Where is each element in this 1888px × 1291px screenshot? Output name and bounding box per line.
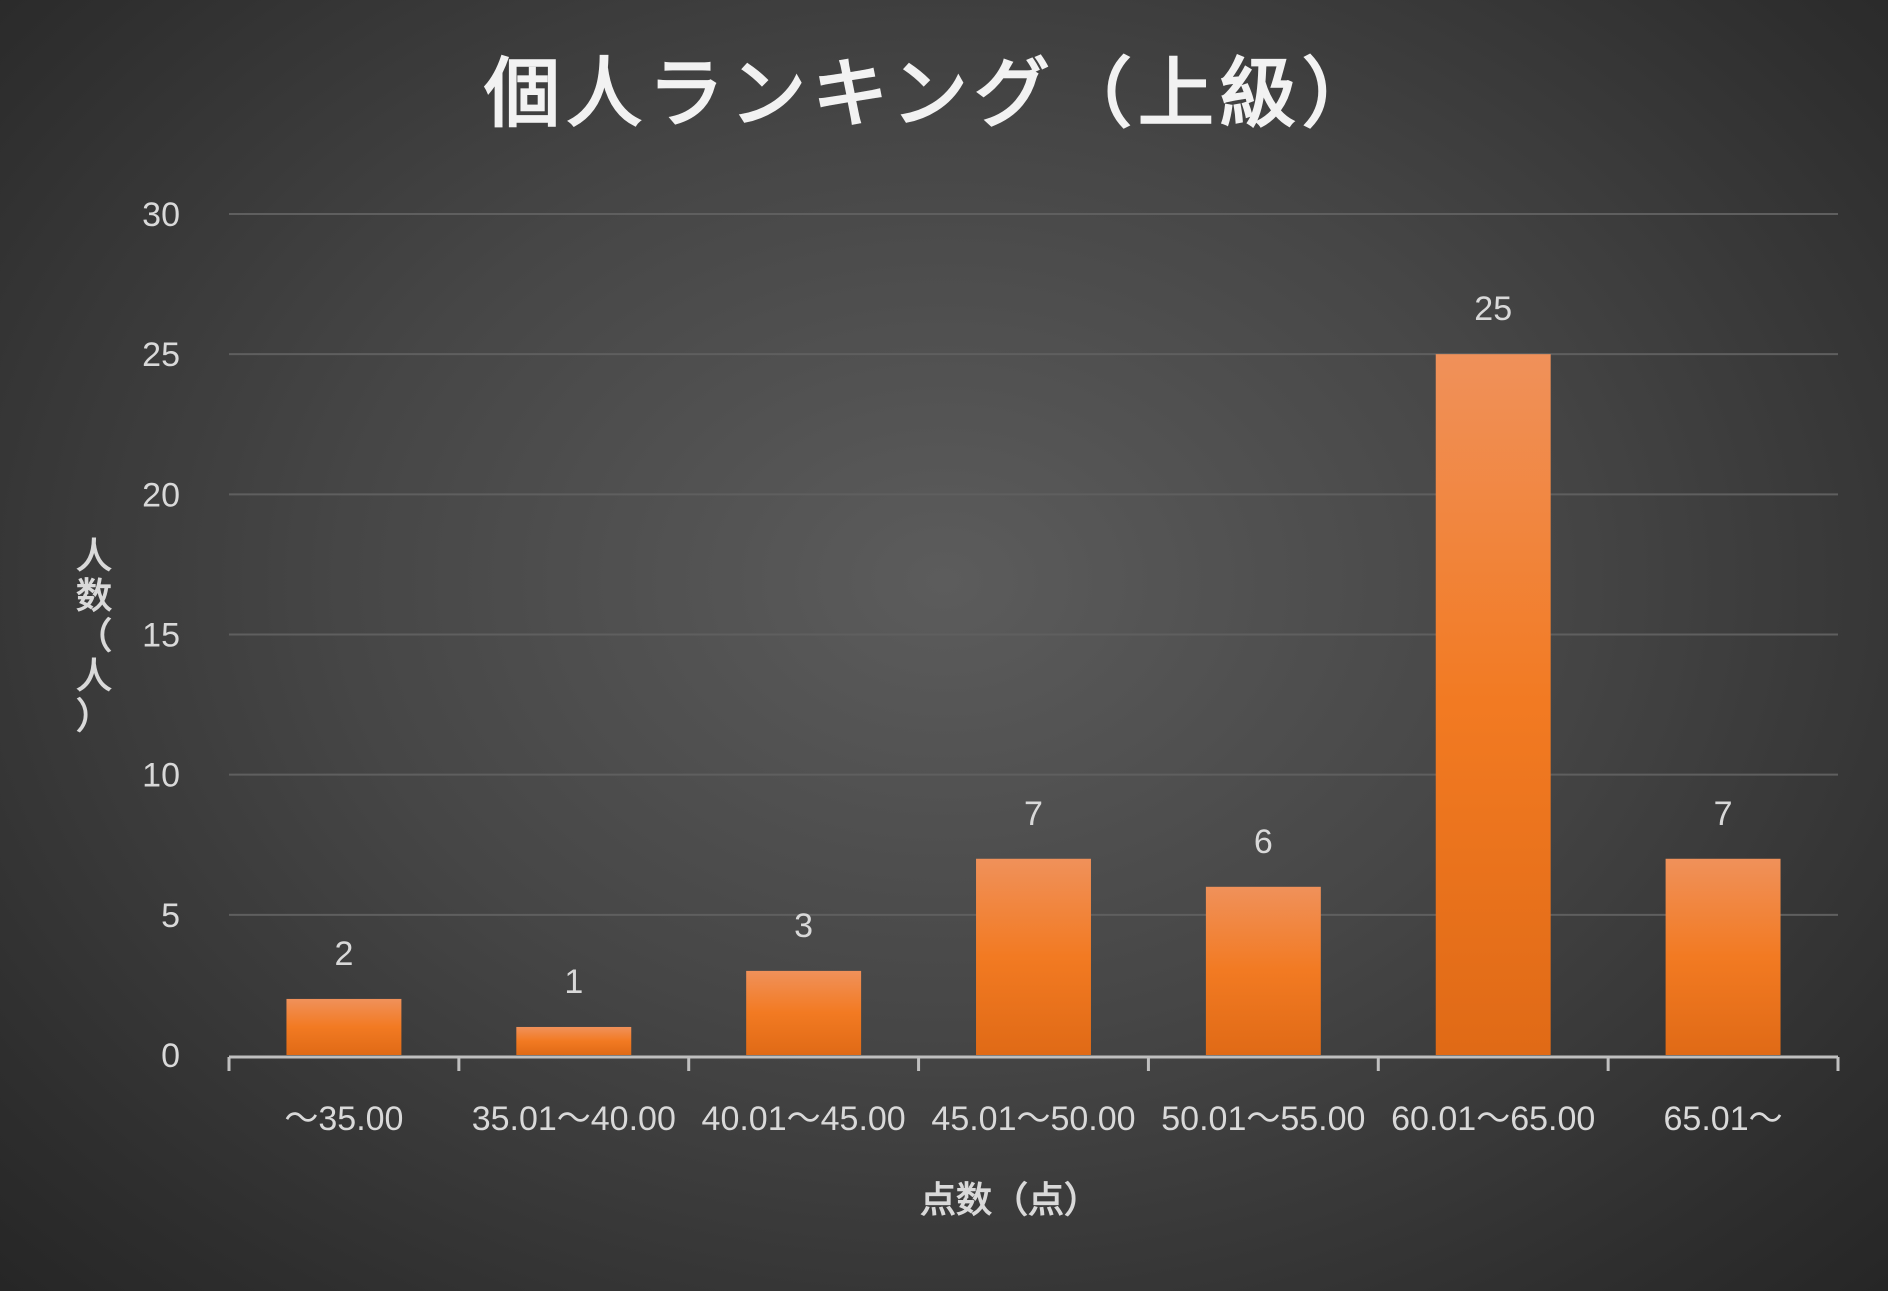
x-tick-label: 65.01～	[1664, 1100, 1783, 1138]
y-tick-label: 15	[142, 617, 180, 655]
data-label: 2	[334, 935, 353, 973]
y-tick-label: 25	[142, 336, 180, 374]
y-axis-title-char: 人	[76, 536, 112, 577]
y-axis-title-char: ）	[76, 696, 112, 737]
bar	[286, 998, 402, 1055]
bar	[976, 858, 1091, 1055]
y-tick-label: 0	[161, 1037, 180, 1075]
y-tick-label: 5	[161, 897, 180, 935]
x-tick-label: 50.01～55.00	[1161, 1100, 1365, 1138]
chart-title: 個人ランキング（上級）	[483, 49, 1384, 138]
y-axis-title-char: （	[76, 616, 112, 657]
data-label: 7	[1714, 795, 1733, 833]
x-tick-label: 35.01～40.00	[472, 1100, 676, 1138]
bar	[1435, 354, 1551, 1056]
bars	[286, 354, 1781, 1056]
y-axis-title-char: 数	[76, 576, 112, 617]
x-axis	[227, 1055, 1840, 1071]
x-tick-label: ～35.00	[284, 1100, 403, 1138]
x-axis-tick-labels: ～35.00 35.01～40.00 40.01～45.00 45.01～50.00 5…	[284, 1100, 1782, 1138]
data-label: 6	[1254, 823, 1273, 861]
data-label: 1	[564, 963, 583, 1001]
y-tick-label: 20	[142, 476, 180, 514]
y-axis-title: 人数（人）	[76, 536, 112, 737]
data-label: 7	[1024, 795, 1043, 833]
x-tick-label: 40.01～45.00	[702, 1100, 906, 1138]
y-tick-label: 30	[142, 196, 180, 234]
data-labels: 2 1 3 7 6 25 7	[334, 290, 1732, 1001]
y-tick-label: 10	[142, 757, 180, 795]
x-tick-label: 60.01～65.00	[1391, 1100, 1595, 1138]
bar	[1205, 886, 1321, 1055]
data-label: 3	[794, 907, 813, 945]
y-axis-title-char: 人	[76, 656, 112, 697]
bar	[1665, 858, 1781, 1055]
x-tick-label: 45.01～50.00	[931, 1100, 1135, 1138]
x-axis-title: 点数（点）	[920, 1180, 1100, 1221]
bar	[516, 1026, 632, 1055]
gridlines	[229, 213, 1838, 916]
data-label: 25	[1474, 290, 1512, 328]
y-axis-ticks: 0 5 10 15 20 25 30	[142, 196, 180, 1075]
bar	[746, 970, 862, 1055]
